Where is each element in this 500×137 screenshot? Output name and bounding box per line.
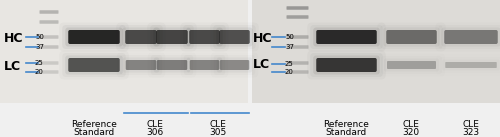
FancyBboxPatch shape [313,55,380,75]
Text: 320: 320 [402,128,419,137]
FancyBboxPatch shape [286,15,308,19]
Text: LC: LC [4,59,21,72]
FancyBboxPatch shape [220,60,249,70]
Text: 25: 25 [35,60,44,66]
Text: HC: HC [4,32,24,45]
FancyBboxPatch shape [40,70,58,74]
FancyBboxPatch shape [286,61,308,65]
Text: 50: 50 [285,34,294,40]
Text: HC: HC [253,32,272,45]
Text: 20: 20 [285,69,294,75]
FancyBboxPatch shape [286,6,308,10]
Text: CLE: CLE [210,120,226,129]
FancyBboxPatch shape [386,30,437,44]
Text: CLE: CLE [146,120,164,129]
Text: CLE: CLE [402,120,419,129]
Text: 20: 20 [35,69,44,75]
FancyBboxPatch shape [444,30,498,44]
FancyBboxPatch shape [316,30,377,44]
FancyBboxPatch shape [40,61,58,65]
FancyBboxPatch shape [65,55,123,75]
FancyBboxPatch shape [157,60,187,70]
FancyBboxPatch shape [125,30,157,44]
Text: 25: 25 [285,61,294,67]
Text: 305: 305 [210,128,226,137]
Text: LC: LC [253,58,270,72]
FancyBboxPatch shape [122,28,160,46]
FancyBboxPatch shape [40,10,58,14]
FancyBboxPatch shape [40,20,58,24]
FancyBboxPatch shape [156,30,188,44]
Text: Reference: Reference [323,120,369,129]
Text: Reference: Reference [71,120,117,129]
FancyBboxPatch shape [186,28,223,46]
FancyBboxPatch shape [65,28,123,46]
FancyBboxPatch shape [387,61,436,69]
Text: 37: 37 [285,44,294,50]
FancyBboxPatch shape [40,45,58,49]
Text: CLE: CLE [462,120,479,129]
Text: Standard: Standard [326,128,366,137]
FancyBboxPatch shape [216,28,253,46]
Text: Standard: Standard [74,128,114,137]
FancyBboxPatch shape [286,45,308,49]
FancyBboxPatch shape [126,60,156,70]
FancyBboxPatch shape [153,28,191,46]
FancyBboxPatch shape [68,30,120,44]
Bar [0,0,248,103]
FancyBboxPatch shape [40,35,58,39]
FancyBboxPatch shape [189,30,220,44]
Text: 323: 323 [462,128,479,137]
Bar [252,0,500,103]
Text: 306: 306 [146,128,164,137]
FancyBboxPatch shape [313,28,380,46]
Text: 37: 37 [35,44,44,50]
FancyBboxPatch shape [190,60,219,70]
FancyBboxPatch shape [446,62,497,68]
FancyBboxPatch shape [316,58,377,72]
FancyBboxPatch shape [286,35,308,39]
FancyBboxPatch shape [68,58,120,72]
Text: 50: 50 [35,34,44,40]
FancyBboxPatch shape [286,70,308,74]
FancyBboxPatch shape [219,30,250,44]
